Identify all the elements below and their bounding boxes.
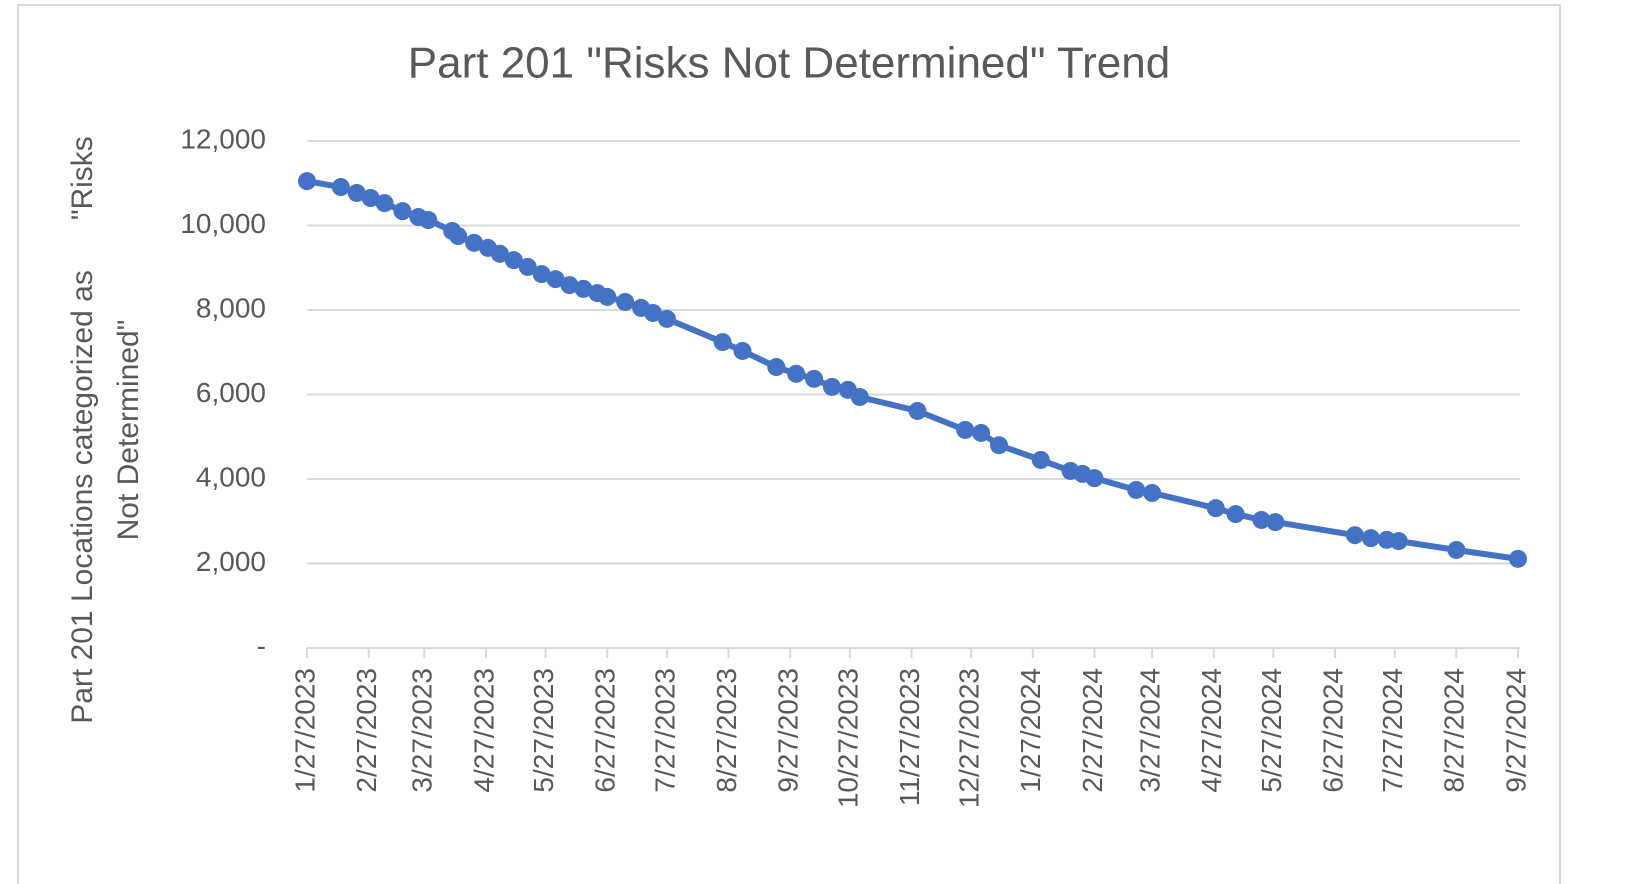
x-tick-label: 9/27/2023 xyxy=(773,668,804,793)
point xyxy=(1389,532,1408,551)
point xyxy=(1031,450,1050,469)
x-tick-label: 7/27/2024 xyxy=(1377,668,1408,793)
point xyxy=(1266,513,1285,532)
point xyxy=(1085,469,1104,488)
x-tick-label: 11/27/2023 xyxy=(894,668,925,806)
x-tick-label: 10/27/2023 xyxy=(832,668,863,808)
point xyxy=(1361,529,1380,548)
x-tick-label: 2/27/2024 xyxy=(1077,668,1108,793)
point xyxy=(393,202,412,221)
point xyxy=(1226,505,1245,524)
x-tick-label: 7/27/2023 xyxy=(649,668,680,793)
y-tick-label: 12,000 xyxy=(180,123,266,154)
x-tick-label: 8/27/2023 xyxy=(711,668,742,793)
x-tick-label: 1/27/2023 xyxy=(289,668,320,793)
point xyxy=(331,178,350,197)
point xyxy=(560,276,579,295)
point xyxy=(787,364,806,383)
point xyxy=(1447,540,1466,559)
x-tick-label: 2/27/2023 xyxy=(351,668,382,793)
point xyxy=(908,401,927,420)
x-tick-label: 4/27/2023 xyxy=(468,668,499,793)
y-tick-label: 6,000 xyxy=(196,377,266,408)
point xyxy=(972,423,991,442)
y-tick-label: 10,000 xyxy=(180,208,266,239)
point xyxy=(1509,549,1527,568)
y-axis-title-line: Not Determined" xyxy=(112,320,145,541)
point xyxy=(713,333,732,352)
point xyxy=(1143,483,1162,502)
point xyxy=(657,309,676,328)
y-axis-title: Part 201 Locations categorized as "Risks… xyxy=(66,136,145,724)
point xyxy=(1127,480,1146,499)
x-tick-label: 3/27/2024 xyxy=(1135,668,1166,793)
point xyxy=(419,211,438,230)
x-tick-label: 3/27/2023 xyxy=(407,668,438,793)
point xyxy=(532,265,551,284)
point xyxy=(490,244,509,263)
point xyxy=(361,189,380,208)
point xyxy=(1206,499,1225,518)
point xyxy=(347,183,366,202)
point xyxy=(805,369,824,388)
point xyxy=(850,388,869,407)
point xyxy=(574,279,593,298)
chart-frame xyxy=(17,4,1561,884)
point xyxy=(822,377,841,396)
point xyxy=(449,227,468,246)
chart-title: Part 201 "Risks Not Determined" Trend xyxy=(408,39,1170,88)
x-tick-label: 12/27/2023 xyxy=(954,668,985,808)
point xyxy=(990,436,1008,455)
x-tick-label: 8/27/2024 xyxy=(1439,668,1470,793)
y-tick-label: - xyxy=(257,630,266,661)
point xyxy=(1345,526,1364,545)
y-axis-title-line: Part 201 Locations categorized as "Risks xyxy=(66,136,99,724)
point xyxy=(546,270,565,289)
x-tick-label: 9/27/2024 xyxy=(1500,668,1531,793)
point xyxy=(465,233,484,252)
x-tick-label: 5/27/2024 xyxy=(1256,668,1287,793)
x-tick-label: 5/27/2023 xyxy=(528,668,559,793)
point xyxy=(375,194,394,213)
point xyxy=(767,358,786,377)
y-tick-label: 8,000 xyxy=(196,292,266,323)
x-tick-label: 6/27/2024 xyxy=(1317,668,1348,793)
point xyxy=(598,287,617,306)
x-tick-label: 4/27/2024 xyxy=(1196,668,1227,793)
point xyxy=(956,420,975,439)
point xyxy=(644,303,662,322)
point xyxy=(1252,510,1271,529)
x-tick-label: 1/27/2024 xyxy=(1015,668,1046,793)
point xyxy=(504,251,523,270)
y-tick-label: 2,000 xyxy=(196,546,266,577)
point xyxy=(298,172,316,191)
point xyxy=(518,257,537,276)
y-tick-label: 4,000 xyxy=(196,461,266,492)
point xyxy=(733,341,752,360)
point xyxy=(616,292,635,311)
x-tick-label: 6/27/2023 xyxy=(590,668,621,793)
